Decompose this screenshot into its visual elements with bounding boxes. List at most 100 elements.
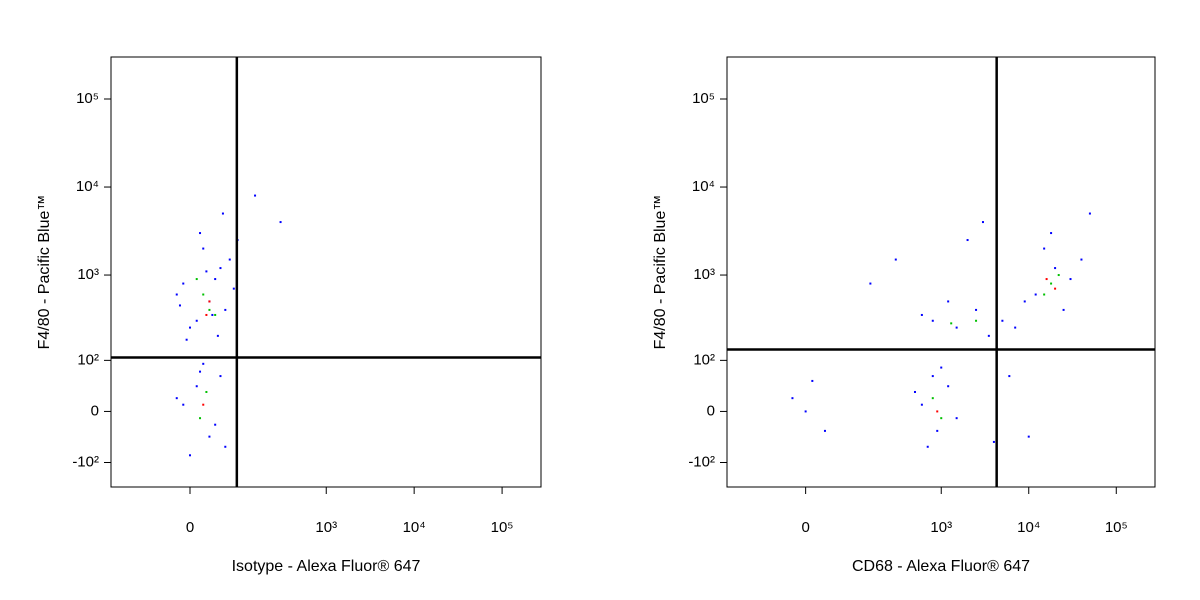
- event-dot: [205, 390, 208, 393]
- event-dot: [202, 403, 205, 406]
- event-dot: [955, 326, 958, 329]
- x-tick-label: 0: [186, 519, 194, 536]
- event-dot: [254, 194, 257, 197]
- event-dot: [199, 417, 202, 420]
- y-tick-label: 10⁵: [692, 90, 715, 107]
- y-tick-label: -10²: [688, 453, 715, 470]
- event-dot: [894, 258, 897, 261]
- event-dot: [966, 239, 969, 242]
- event-dot: [195, 278, 198, 281]
- event-dot: [228, 258, 231, 261]
- event-dot: [920, 313, 923, 316]
- event-dot: [1054, 287, 1057, 290]
- y-tick-label: 0: [91, 402, 99, 419]
- plot: [791, 212, 1091, 448]
- event-dot: [195, 385, 198, 388]
- event-dot: [178, 304, 181, 307]
- event-dot: [811, 379, 814, 382]
- event-dot: [175, 397, 178, 400]
- y-tick-label: 10²: [77, 351, 99, 368]
- event-dot: [202, 247, 205, 250]
- event-dot: [202, 293, 205, 296]
- event-dot: [1062, 308, 1065, 311]
- event-dot: [936, 410, 939, 413]
- event-dot: [216, 334, 219, 337]
- event-dot: [947, 385, 950, 388]
- event-dot: [987, 334, 990, 337]
- event-dot: [936, 429, 939, 432]
- x-axis-title: CD68 - Alexa Fluor® 647: [852, 558, 1030, 575]
- event-dot: [195, 319, 198, 322]
- event-dot: [869, 282, 872, 285]
- event-dot: [975, 308, 978, 311]
- event-dot: [189, 326, 192, 329]
- event-dot: [232, 287, 235, 290]
- y-tick-label: 10⁵: [76, 90, 99, 107]
- event-dot: [214, 278, 217, 281]
- event-dot: [182, 282, 185, 285]
- event-dot: [913, 390, 916, 393]
- event-dot: [1001, 319, 1004, 322]
- event-dot: [202, 362, 205, 365]
- event-dot: [931, 397, 934, 400]
- event-dot: [947, 300, 950, 303]
- event-dot: [211, 313, 214, 316]
- event-dot: [185, 338, 188, 341]
- event-dot: [950, 322, 953, 325]
- event-dot: [1054, 267, 1057, 270]
- plot-frame: [110, 56, 542, 488]
- y-tick-label: -10²: [72, 453, 99, 470]
- y-axis-title: F4/80 - Pacific Blue™: [652, 195, 669, 350]
- event-dot: [214, 313, 217, 316]
- event-dot: [931, 375, 934, 378]
- event-dot: [205, 270, 208, 273]
- y-tick-label: 10⁴: [692, 178, 715, 195]
- event-dot: [189, 454, 192, 457]
- plot-frame: [726, 56, 1156, 488]
- event-dot: [1050, 282, 1053, 285]
- y-tick-label: 10³: [693, 266, 715, 283]
- event-dot: [208, 300, 211, 303]
- y-tick-label: 10⁴: [76, 178, 99, 195]
- event-dot: [1043, 293, 1046, 296]
- event-dot: [199, 232, 202, 235]
- event-dot: [981, 221, 984, 224]
- event-dot: [940, 417, 943, 420]
- event-dot: [823, 429, 826, 432]
- event-dot: [224, 445, 227, 448]
- event-dot: [221, 212, 224, 215]
- event-dot: [1057, 274, 1060, 277]
- event-dot: [199, 370, 202, 373]
- x-tick-label: 10³: [315, 519, 337, 536]
- x-tick-label: 10³: [930, 519, 952, 536]
- event-dot: [175, 293, 178, 296]
- event-dot: [940, 366, 943, 369]
- y-tick-label: 10²: [693, 351, 715, 368]
- x-tick-label: 0: [801, 519, 809, 536]
- event-dot: [1027, 435, 1030, 438]
- event-dot: [1069, 278, 1072, 281]
- event-dot: [1080, 258, 1083, 261]
- x-tick-label: 10⁴: [403, 519, 426, 536]
- event-dot: [1043, 247, 1046, 250]
- event-dot: [1045, 278, 1048, 281]
- event-dot: [219, 375, 222, 378]
- x-axis-title: Isotype - Alexa Fluor® 647: [232, 558, 421, 575]
- event-dot: [992, 440, 995, 443]
- event-dot: [208, 308, 211, 311]
- event-dot: [182, 403, 185, 406]
- event-dot: [926, 445, 929, 448]
- event-dot: [1023, 300, 1026, 303]
- plot: [175, 194, 282, 457]
- event-dot: [1088, 212, 1091, 215]
- event-dot: [279, 221, 282, 224]
- event-dot: [224, 308, 227, 311]
- event-dot: [214, 423, 217, 426]
- event-dot: [1034, 293, 1037, 296]
- event-dot: [975, 319, 978, 322]
- event-dot: [920, 403, 923, 406]
- event-dot: [1014, 326, 1017, 329]
- y-axis-title: F4/80 - Pacific Blue™: [36, 195, 53, 350]
- event-dot: [791, 397, 794, 400]
